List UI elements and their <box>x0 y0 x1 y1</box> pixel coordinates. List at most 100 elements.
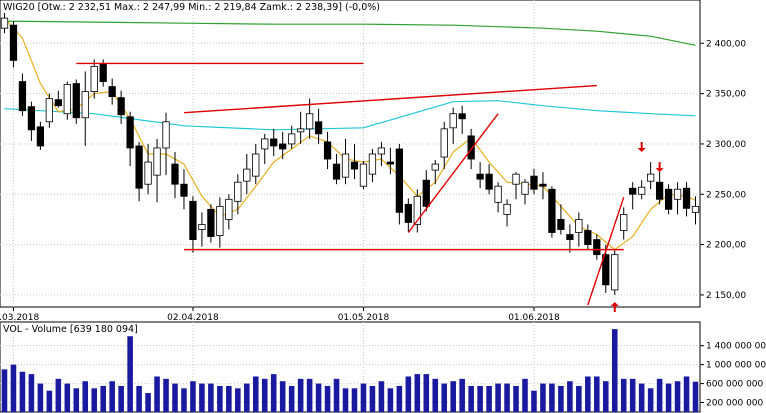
volume-bar <box>558 385 564 412</box>
candle <box>449 107 457 144</box>
candle-body-down <box>539 183 547 187</box>
signal-arrows <box>610 141 664 312</box>
candle <box>252 143 260 185</box>
candle-body-down <box>180 183 188 197</box>
volume-bar <box>306 378 313 412</box>
volume-bar <box>459 378 465 412</box>
volume-bar <box>378 381 385 412</box>
candle-body-down <box>117 97 125 116</box>
candle-body-up <box>297 128 305 133</box>
volume-header: VOL - Volume [639 180 094] <box>3 324 138 335</box>
candle <box>584 224 592 250</box>
candle <box>521 179 529 205</box>
volume-bar <box>540 383 546 412</box>
volume-bar <box>423 374 430 412</box>
candle-body-up <box>673 188 682 200</box>
date-x-axis: 01.03.2018 02.04.2018 01.05.2018 01.06.2018 <box>0 307 560 323</box>
volume-bar <box>513 385 519 412</box>
volume-bar <box>279 381 286 412</box>
candle-body-down <box>593 239 601 256</box>
volume-bar <box>414 374 421 412</box>
date-tick-label: 01.06.2018 <box>508 313 560 323</box>
candle-body-down <box>332 163 341 180</box>
candle <box>539 172 547 200</box>
candle-body-down <box>584 230 592 245</box>
volume-bar <box>244 383 250 412</box>
date-tick-label: 02.04.2018 <box>167 313 219 323</box>
volume-tick-label: 200 000 000 <box>706 399 764 409</box>
volume-bar <box>369 385 376 412</box>
candle-body-up <box>647 173 655 182</box>
candle-body-down <box>207 208 215 237</box>
candle-body-down <box>404 203 412 223</box>
volume-bar <box>432 378 439 412</box>
candle-body-up <box>225 198 233 220</box>
candle-body-down <box>458 113 466 120</box>
volume-bar <box>468 385 474 412</box>
ma-long-line <box>4 20 696 46</box>
price-header: WIG20 [Otw.: 2 232,51 Max.: 2 247,99 Min… <box>3 2 380 13</box>
price-tick-label: 2 350,00 <box>706 90 746 100</box>
candle <box>620 207 628 240</box>
down-arrow-icon <box>637 141 646 152</box>
candle <box>323 131 332 170</box>
candle <box>611 249 619 295</box>
candle <box>673 182 682 215</box>
volume-bar <box>396 385 403 412</box>
candle <box>431 160 439 185</box>
candlesticks <box>0 11 700 295</box>
volume-bar <box>647 388 654 412</box>
candle-body-down <box>108 86 116 98</box>
volume-bar <box>441 383 448 412</box>
candle-body-up <box>521 181 529 195</box>
candle-body-up <box>512 173 520 185</box>
volume-bars <box>1 329 699 412</box>
up-arrow-icon <box>610 301 619 312</box>
candle-body-down <box>189 200 197 240</box>
volume-bar <box>531 390 537 412</box>
ma-mid-line <box>4 100 696 131</box>
candle-body-up <box>440 128 448 158</box>
candle-body-up <box>198 224 206 230</box>
date-tick-label: 01.03.2018 <box>0 313 40 323</box>
candle-body-down <box>314 121 323 135</box>
candle <box>153 138 161 203</box>
candle <box>557 204 565 235</box>
volume-bar <box>28 374 35 412</box>
candle-body-up <box>359 163 368 187</box>
candle <box>682 182 691 217</box>
candle-body-down <box>171 163 179 185</box>
candle <box>655 169 664 205</box>
volume-bar <box>163 378 169 412</box>
candle <box>45 93 53 128</box>
volume-bar <box>576 385 582 412</box>
candle <box>234 174 242 215</box>
volume-bar <box>208 383 214 412</box>
candle-body-up <box>431 163 439 171</box>
candle-body-up <box>234 181 242 202</box>
volume-bar <box>118 385 124 412</box>
candle <box>503 199 511 227</box>
volume-bar <box>638 383 645 412</box>
volume-bar <box>387 388 394 412</box>
trend-line <box>407 113 499 233</box>
candle-body-down <box>602 254 610 286</box>
candle <box>225 194 233 230</box>
volume-bar <box>405 376 412 412</box>
volume-bar <box>683 376 690 412</box>
candle <box>27 101 36 141</box>
volume-bar <box>495 383 501 412</box>
candle <box>216 197 224 248</box>
volume-bar <box>594 376 600 412</box>
volume-bar <box>127 336 133 412</box>
candle <box>261 133 269 165</box>
candle-body-down <box>395 148 403 213</box>
volume-bar <box>73 388 80 412</box>
volume-bar <box>450 381 456 412</box>
volume-bar <box>252 376 259 412</box>
volume-bar <box>217 385 223 412</box>
candle-body-up <box>81 91 89 119</box>
volume-bar <box>235 388 241 412</box>
volume-bar <box>585 376 591 412</box>
